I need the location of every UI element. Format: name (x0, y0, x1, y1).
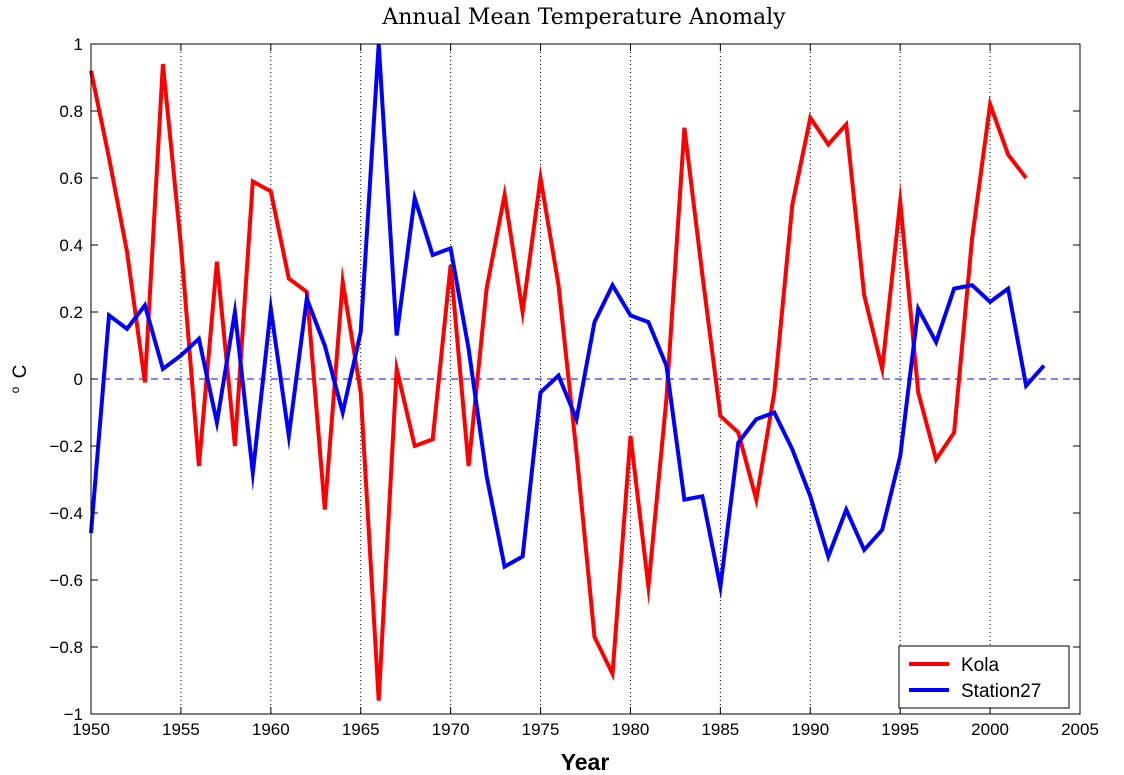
x-tick-label: 1985 (701, 720, 739, 739)
y-tick-label: −0.4 (49, 504, 83, 523)
x-axis-label: Year (561, 749, 610, 775)
x-tick-label: 1975 (522, 720, 560, 739)
y-tick-label: −0.6 (49, 571, 83, 590)
y-tick-label: 0.8 (59, 102, 83, 121)
x-tick-label: 1995 (881, 720, 919, 739)
legend-label-kola: Kola (961, 655, 999, 676)
legend-box (898, 645, 1070, 709)
y-axis-label: o C (3, 365, 31, 394)
y-tick-label: −0.8 (49, 638, 83, 657)
y-tick-label: −0.2 (49, 437, 83, 456)
y-tick-label: −1 (64, 705, 83, 724)
legend: Kola Station27 (898, 645, 1070, 709)
x-tick-label: 1970 (432, 720, 470, 739)
y-axis-label-superscript: o (8, 386, 22, 393)
y-tick-label: 0.4 (59, 236, 83, 255)
series-line-station27 (89, 43, 1046, 600)
chart-title: Annual Mean Temperature Anomaly (381, 5, 786, 30)
y-tick-label: 0.6 (59, 169, 83, 188)
x-tick-label: 1950 (72, 720, 110, 739)
x-tick-label: 1960 (252, 720, 290, 739)
x-tick-label: 1965 (342, 720, 380, 739)
y-tick-label: 1 (74, 35, 83, 54)
x-tick-label: 1980 (612, 720, 650, 739)
svg-text:o C: o C (3, 365, 31, 394)
x-tick-labels: 1950 1955 1960 1965 1970 1975 1980 1985 1990 1995… (72, 720, 1099, 739)
x-tick-label: 2000 (971, 720, 1009, 739)
data-series (89, 43, 1046, 701)
series-line-kola (89, 63, 1028, 701)
x-tick-label: 1990 (791, 720, 829, 739)
x-tick-label: 2005 (1061, 720, 1099, 739)
y-axis-label-unit: C (10, 365, 31, 379)
y-tick-label: 0 (74, 370, 83, 389)
y-tick-label: 0.2 (59, 303, 83, 322)
axis-ticks (90, 43, 1081, 715)
y-tick-labels: 1 0.8 0.6 0.4 0.2 0 −0.2 −0.4 −0.6 −0.8 −1 (49, 35, 83, 724)
x-tick-label: 1955 (162, 720, 200, 739)
legend-label-station27: Station27 (961, 681, 1041, 702)
